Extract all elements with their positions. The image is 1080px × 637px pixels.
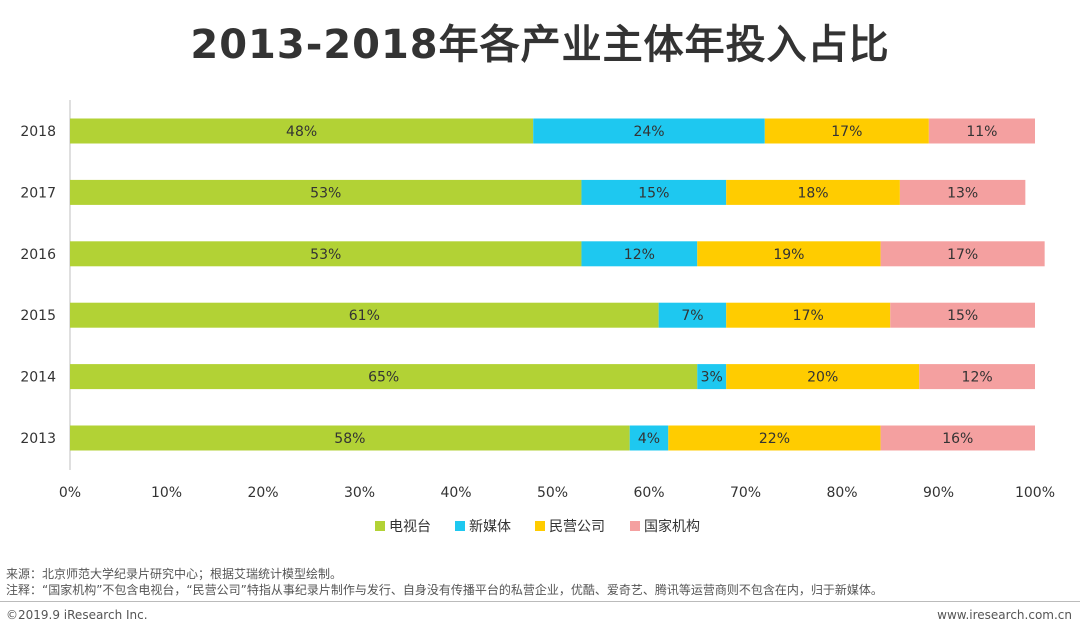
data-label: 20% [807,370,838,386]
bar-segment [880,425,1035,451]
x-tick-label: 80% [826,485,857,501]
data-label: 12% [962,370,993,386]
x-tick-label: 30% [344,485,375,501]
legend-swatch [535,521,545,531]
stacked-bar-chart: 2018 48% 24% 17% 11% 2017 53% 15% 18% 13% 2016 53% 1… [20,100,1055,535]
data-label: 11% [966,124,997,140]
data-label: 22% [759,431,790,447]
bar-segment [70,425,630,451]
x-tick-label: 90% [923,485,954,501]
bar-segment [70,241,582,267]
data-label: 3% [701,370,723,386]
data-label: 7% [681,308,703,324]
bar-segment [697,241,881,267]
data-label: 61% [349,308,380,324]
y-tick-label: 2016 [20,247,56,263]
chart-title: 2013-2018年各产业主体年投入占比 [190,22,890,68]
notes: 来源：北京师范大学纪录片研究中心；根据艾瑞统计模型绘制。 注释：“国家机构”不包… [6,566,883,598]
y-tick-label: 2014 [20,370,56,386]
x-tick-label: 70% [730,485,761,501]
y-tick-label: 2013 [20,431,56,447]
bar-segment [899,179,1026,205]
bar-segment [880,241,1045,267]
x-tick-label: 0% [59,485,81,501]
bar-segment [697,364,727,390]
source-note: 来源：北京师范大学纪录片研究中心；根据艾瑞统计模型绘制。 [6,567,343,581]
data-label: 48% [286,124,317,140]
data-label: 15% [638,185,669,201]
x-tick-label: 20% [247,485,278,501]
data-label: 12% [624,247,655,263]
data-label: 65% [368,370,399,386]
y-tick-label: 2017 [20,185,56,201]
data-label: 4% [638,431,660,447]
bar-segment [581,179,727,205]
data-label: 24% [633,124,664,140]
x-tick-label: 100% [1015,485,1055,501]
y-tick-label: 2018 [20,124,56,140]
legend-swatch [455,521,465,531]
legend-swatch [375,521,385,531]
bar-segment [70,364,698,390]
legend-label: 电视台 [389,519,431,535]
bar-segment [764,118,929,144]
bar-segment [890,302,1035,328]
bar-segment [919,364,1035,390]
data-label: 53% [310,247,341,263]
legend-label: 新媒体 [469,519,511,535]
data-label: 18% [797,185,828,201]
x-tick-label: 10% [151,485,182,501]
bar-segment [70,179,582,205]
copyright: ©2019.9 iResearch Inc. [6,608,148,622]
data-label: 58% [334,431,365,447]
x-tick-label: 40% [440,485,471,501]
data-label: 17% [947,247,978,263]
legend-label: 国家机构 [644,518,700,535]
legend-swatch [630,521,640,531]
bar-segment [629,425,669,451]
bar-segment [70,302,659,328]
y-tick-label: 2015 [20,308,56,324]
footer-divider [0,601,1080,602]
bar-segment [70,118,534,144]
x-tick-label: 50% [537,485,568,501]
data-label: 19% [773,247,804,263]
bar-segment [658,302,727,328]
x-tick-label: 60% [633,485,664,501]
legend-label: 民营公司 [549,519,605,535]
data-label: 17% [793,308,824,324]
bar-segment [533,118,765,144]
data-label: 16% [942,431,973,447]
bar-segment [928,118,1035,144]
data-label: 53% [310,185,341,201]
data-label: 13% [947,185,978,201]
website: www.iresearch.com.cn [937,608,1072,622]
bar-segment [726,302,891,328]
bar-segment [581,241,698,267]
annotation-note: 注释：“国家机构”不包含电视台，“民营公司”特指从事纪录片制作与发行、自身没有传… [6,583,883,597]
bar-segment [726,179,900,205]
bar-segment [668,425,881,451]
data-label: 17% [831,124,862,140]
bar-segment [726,364,920,390]
data-label: 15% [947,308,978,324]
